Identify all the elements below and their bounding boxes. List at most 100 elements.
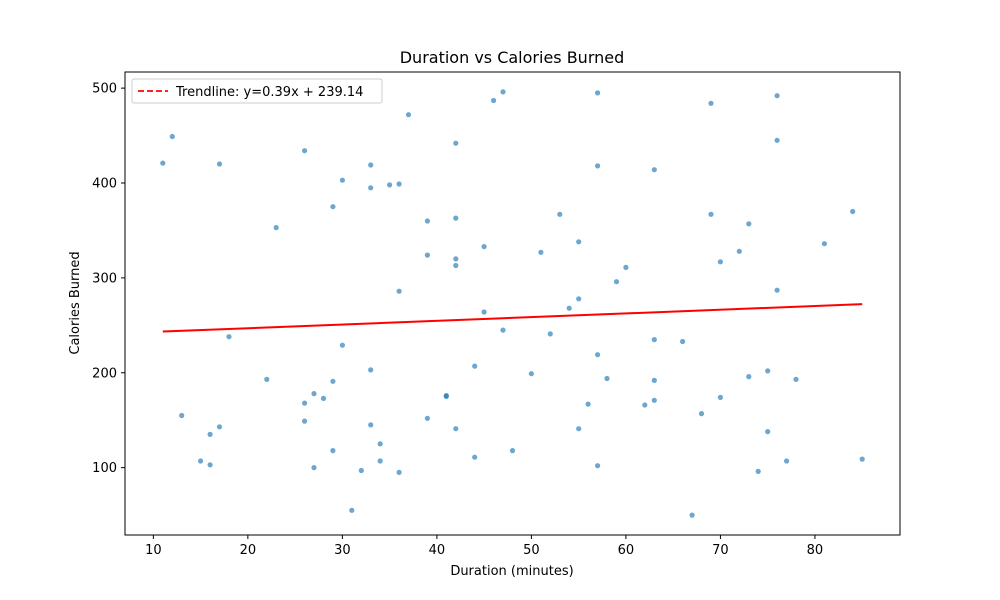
data-point <box>613 279 620 285</box>
data-point <box>698 411 705 417</box>
y-tick-label: 200 <box>92 366 117 381</box>
y-tick-label: 500 <box>92 82 117 97</box>
y-axis-label: Calories Burned <box>68 251 83 354</box>
data-point <box>595 90 601 96</box>
data-point <box>500 89 506 95</box>
data-point <box>651 337 657 343</box>
data-point <box>207 431 213 437</box>
legend-trendline-label: Trendline: y=0.39x + 239.14 <box>175 85 363 100</box>
data-point <box>453 426 459 432</box>
data-point <box>368 185 374 191</box>
data-point <box>472 454 478 460</box>
data-point <box>405 112 412 118</box>
data-point <box>736 248 742 254</box>
x-tick-label: 60 <box>618 543 635 558</box>
x-tick-label: 10 <box>145 543 162 558</box>
data-point <box>453 215 459 221</box>
data-point <box>481 244 487 250</box>
data-point <box>330 204 336 210</box>
data-point <box>821 241 828 247</box>
data-point <box>576 426 582 432</box>
data-point <box>585 401 591 407</box>
legend: Trendline: y=0.39x + 239.14 <box>131 78 383 104</box>
data-point <box>765 429 771 435</box>
data-point <box>576 296 582 302</box>
data-point <box>509 448 516 454</box>
chart-title: Duration vs Calories Burned <box>400 48 625 67</box>
data-point <box>746 221 752 227</box>
data-point <box>604 375 610 382</box>
data-point <box>651 167 657 173</box>
data-point <box>396 469 402 475</box>
data-point <box>226 334 232 340</box>
data-point <box>708 100 714 106</box>
data-point <box>538 249 544 255</box>
x-axis: 10 20 30 40 50 60 70 80 <box>145 535 823 558</box>
data-point <box>717 394 724 400</box>
data-point <box>377 441 383 447</box>
x-tick-label: 50 <box>523 543 540 558</box>
data-point <box>595 352 601 358</box>
data-point <box>472 363 478 369</box>
data-point <box>453 140 459 146</box>
data-point <box>547 331 553 337</box>
trendline <box>162 303 863 333</box>
data-point <box>491 97 497 104</box>
data-point <box>216 161 223 167</box>
data-point <box>717 259 724 265</box>
data-point <box>368 162 374 168</box>
data-point <box>642 402 648 408</box>
data-point <box>207 462 213 468</box>
x-tick-label: 30 <box>334 543 351 558</box>
legend-box <box>131 78 383 104</box>
data-point <box>216 424 223 430</box>
data-point <box>623 264 629 270</box>
data-point <box>595 163 601 169</box>
data-point <box>765 368 771 374</box>
data-point <box>481 309 487 315</box>
data-point <box>264 376 270 382</box>
data-point <box>320 395 327 401</box>
data-point <box>302 400 308 406</box>
y-tick-label: 400 <box>92 177 117 192</box>
x-tick-label: 80 <box>807 543 824 558</box>
data-point <box>302 148 308 154</box>
data-point <box>528 371 535 377</box>
data-point <box>566 305 572 311</box>
data-point <box>160 160 166 166</box>
x-tick-label: 20 <box>240 543 257 558</box>
data-point <box>424 218 430 224</box>
data-point <box>453 256 459 262</box>
data-point <box>793 376 799 382</box>
data-point <box>500 327 506 333</box>
data-point <box>774 287 780 293</box>
data-points <box>160 89 865 518</box>
data-point <box>708 211 714 217</box>
data-point <box>424 415 430 421</box>
data-point <box>453 262 459 269</box>
data-point <box>424 252 430 258</box>
data-point <box>311 391 317 397</box>
data-point <box>755 468 761 474</box>
x-axis-label: Duration (minutes) <box>450 564 573 579</box>
data-point <box>330 378 336 384</box>
data-point <box>368 367 374 373</box>
data-point <box>859 456 865 462</box>
data-point <box>339 177 345 183</box>
y-tick-label: 100 <box>92 461 117 476</box>
data-point <box>330 448 336 454</box>
data-point <box>850 208 856 215</box>
data-point <box>595 463 601 469</box>
data-point <box>179 412 185 419</box>
plot-frame <box>124 71 901 536</box>
data-point <box>396 288 402 294</box>
data-point <box>339 342 345 348</box>
data-point <box>349 507 355 513</box>
data-point <box>774 93 780 99</box>
x-tick-label: 40 <box>429 543 446 558</box>
data-point <box>273 225 279 231</box>
data-point <box>680 338 686 345</box>
data-point <box>198 458 204 464</box>
data-point <box>576 239 582 245</box>
